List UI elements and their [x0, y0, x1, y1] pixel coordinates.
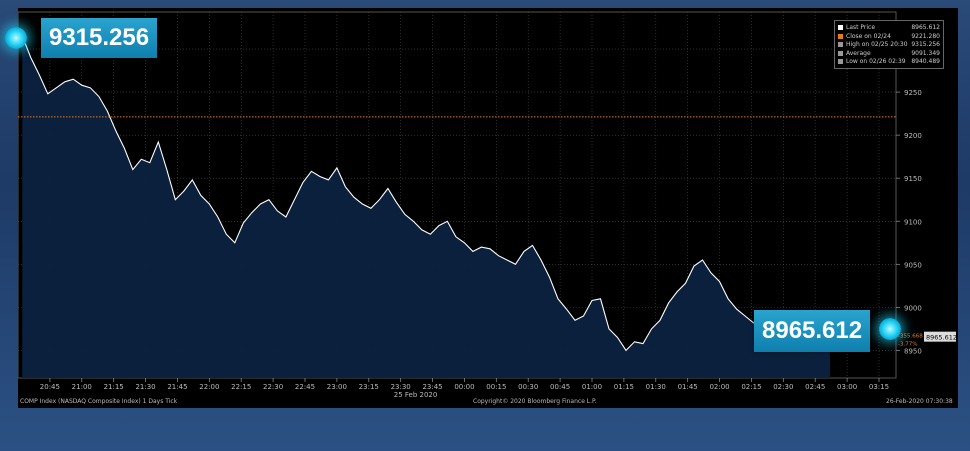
x-tick-label: 02:00	[709, 383, 729, 391]
y-tick-label: 8950	[904, 347, 922, 355]
x-tick-label: 01:45	[678, 383, 698, 391]
legend-label: High on 02/25 20:30	[846, 41, 908, 48]
change-percent-label: -3.77%	[898, 342, 917, 348]
x-tick-label: 21:45	[167, 383, 187, 391]
legend-swatch	[838, 42, 843, 47]
change-value-label: -355.668	[898, 334, 923, 340]
legend-swatch	[838, 50, 843, 56]
x-tick-label: 00:45	[550, 383, 570, 391]
footer-left: COMP Index (NASDAQ Composite Index) 1 Da…	[20, 398, 178, 405]
x-date-label: 25 Feb 2020	[394, 391, 438, 399]
footer-right: 26-Feb-2020 07:30:38	[886, 398, 953, 405]
x-tick-label: 23:15	[359, 383, 379, 391]
legend-value: 8965.612	[911, 24, 940, 31]
price-line	[21, 35, 831, 352]
footer-center: Copyright© 2020 Bloomberg Finance L.P.	[473, 398, 597, 405]
x-tick-label: 02:15	[741, 383, 761, 391]
price-area-fill	[22, 36, 831, 378]
x-tick-label: 21:00	[72, 383, 92, 391]
x-tick-label: 22:00	[199, 383, 219, 391]
x-tick-label: 01:15	[614, 383, 634, 391]
chart-legend: Last Price 8965.612 Close on 02/24 9221.280…	[834, 20, 944, 69]
x-tick-label: 23:45	[422, 383, 442, 391]
y-tick-label: 9250	[904, 89, 922, 97]
y-tick-label: 9000	[904, 304, 922, 312]
legend-item: Last Price 8965.612	[838, 24, 940, 32]
price-chart: 8950900090509100915092009250930020:4521:…	[18, 11, 957, 399]
last-price-axis-tag	[924, 331, 956, 342]
x-tick-label: 00:00	[454, 383, 474, 391]
x-tick-label: 20:45	[40, 383, 60, 391]
x-tick-label: 23:00	[327, 383, 347, 391]
legend-swatch	[838, 25, 843, 30]
x-tick-label: 22:15	[231, 383, 251, 391]
legend-value: 9221.280	[911, 32, 940, 40]
y-tick-label: 9050	[904, 261, 922, 269]
x-tick-label: 22:30	[263, 383, 283, 391]
x-tick-label: 23:30	[391, 383, 411, 391]
legend-value: 8940.489	[911, 58, 940, 65]
legend-label: Close on 02/24	[846, 32, 891, 40]
legend-item: Average 9091.349	[838, 50, 940, 58]
chart-panel: 8950900090509100915092009250930020:4521:…	[18, 8, 958, 408]
x-tick-label: 00:15	[486, 383, 506, 391]
x-tick-label: 22:45	[295, 383, 315, 391]
legend-item: Close on 02/24 9221.280	[838, 33, 940, 41]
legend-swatch	[838, 33, 843, 39]
x-tick-label: 01:30	[646, 383, 666, 391]
last-value-badge: 8965.612	[754, 310, 871, 352]
x-tick-label: 03:00	[837, 383, 857, 391]
x-tick-label: 02:30	[773, 383, 793, 391]
high-value-badge: 9315.256	[41, 18, 158, 58]
y-tick-label: 9150	[904, 175, 922, 183]
legend-item: Low on 02/26 02:39 8940.489	[838, 58, 940, 66]
x-tick-label: 02:45	[805, 383, 825, 391]
y-tick-label: 9200	[904, 132, 922, 140]
y-tick-label: 9100	[904, 218, 922, 226]
legend-label: Last Price	[846, 24, 876, 31]
legend-value: 9091.349	[911, 49, 940, 57]
last-marker-dot	[879, 318, 901, 340]
last-price-axis-label: 8965.612	[926, 334, 957, 342]
x-tick-label: 00:30	[518, 383, 538, 391]
x-tick-label: 01:00	[582, 383, 602, 391]
legend-item: High on 02/25 20:30 9315.256	[838, 41, 940, 49]
x-tick-label: 03:15	[869, 383, 889, 391]
x-tick-label: 21:15	[104, 383, 124, 391]
high-marker-dot	[5, 27, 27, 49]
x-tick-label: 21:30	[135, 383, 155, 391]
legend-label: Low on 02/26 02:39	[846, 58, 906, 65]
legend-swatch	[838, 59, 843, 64]
legend-label: Average	[846, 49, 871, 57]
legend-value: 9315.256	[911, 41, 940, 48]
